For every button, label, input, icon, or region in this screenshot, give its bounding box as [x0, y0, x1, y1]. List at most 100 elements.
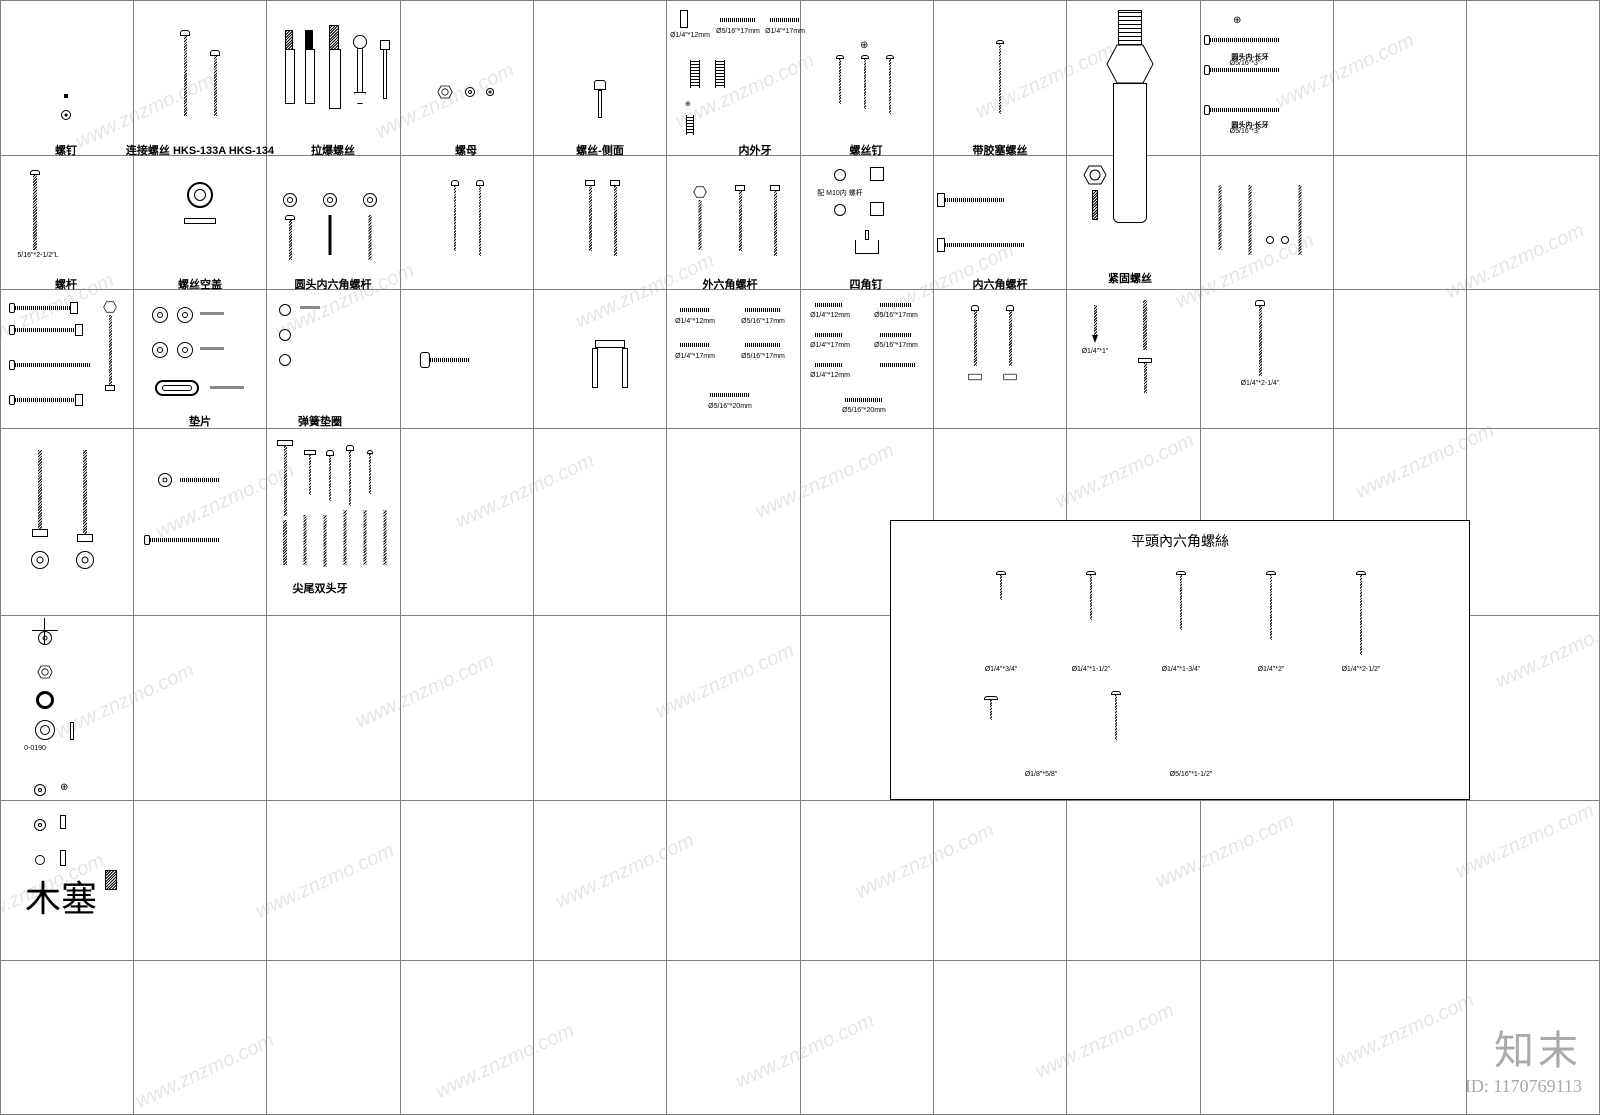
dim-label: Ø1/4"*2-1/4" — [1241, 380, 1280, 387]
washer-side-icon — [210, 386, 244, 389]
thread-h-icon — [815, 303, 843, 307]
washer-icon — [36, 691, 54, 709]
dim-label: Ø1/4"*12mm — [670, 32, 710, 39]
screw-icon — [451, 180, 459, 251]
cell-label: 尖尾双头牙 — [293, 580, 348, 596]
screw-icon — [971, 305, 979, 366]
screw-icon — [277, 440, 293, 516]
screw-icon — [1138, 358, 1152, 393]
hex-icon — [103, 300, 117, 312]
screw-icon — [1219, 185, 1222, 250]
hexbolt-icon — [610, 180, 620, 256]
washer-icon — [152, 342, 168, 358]
screw-icon — [984, 696, 998, 720]
screw-h-icon — [1210, 38, 1280, 42]
watermark: www.znzmo.com — [352, 649, 498, 733]
cross-icon: ⊕ — [1233, 15, 1241, 26]
gridline-v — [133, 0, 134, 1115]
screw-icon — [1299, 185, 1302, 255]
dim-label: Ø1/4"*17mm — [810, 342, 850, 349]
cell-label: 螺母 — [455, 142, 477, 158]
screw-icon — [1143, 300, 1147, 350]
washer-side-icon — [200, 347, 224, 350]
square-nail-icon — [870, 167, 884, 181]
dim-label: Ø1/4"*17mm — [765, 28, 805, 35]
slot-washer-icon — [155, 380, 199, 396]
spring-washer-icon — [279, 354, 291, 366]
screw-icon — [836, 55, 844, 104]
dim-label: Ø1/8"*5/8" — [1025, 771, 1058, 778]
thread-h-icon — [680, 308, 710, 312]
dim-label: Ø5/16"*17mm — [741, 318, 785, 325]
watermark: www.znzmo.com — [1492, 609, 1600, 693]
t-nail-icon — [855, 240, 879, 254]
dim-label: Ø1/4"*12mm — [810, 312, 850, 319]
bolt-icon — [32, 450, 48, 537]
screw-icon — [283, 520, 287, 565]
screw-icon — [770, 185, 780, 256]
screw-icon — [324, 515, 327, 567]
screw-icon — [210, 50, 220, 116]
screw-icon — [1092, 305, 1098, 343]
panel-title: 平頭內六角螺絲 — [891, 531, 1469, 551]
washer-icon — [1281, 236, 1289, 244]
washer-icon — [177, 307, 193, 323]
dim-label: Ø1/4"*2" — [1258, 666, 1285, 673]
watermark: www.znzmo.com — [272, 259, 418, 343]
washer-icon — [31, 551, 49, 569]
watermark: www.znzmo.com — [1052, 429, 1198, 513]
thread-h-icon — [845, 398, 883, 402]
hexbolt-h-icon — [945, 243, 1025, 247]
bolt-h-icon — [430, 358, 470, 362]
screw-icon — [1006, 305, 1014, 366]
dim-label: Ø5/16"*3" — [1230, 128, 1261, 135]
thread-h-icon — [815, 363, 843, 367]
cross-icon: ⊕ — [860, 40, 868, 51]
anchor-bolt-icon — [380, 40, 390, 99]
bolt-h-icon — [15, 363, 90, 367]
section-title: 木塞 — [25, 870, 97, 922]
thread-h-icon — [710, 393, 750, 397]
cell-label: 垫片 — [189, 413, 211, 429]
cap-icon — [187, 182, 213, 208]
crosshair — [32, 630, 58, 631]
id-text: ID: 1170769113 — [1465, 1076, 1582, 1097]
dim-label: Ø5/16"*17mm — [716, 28, 760, 35]
screw-icon — [476, 180, 484, 256]
screw-icon — [329, 215, 332, 255]
thread-h-icon — [880, 363, 915, 367]
watermark: www.znzmo.com — [732, 1009, 878, 1093]
nut-icon — [437, 85, 453, 99]
gridline-v — [800, 0, 801, 1115]
screw-icon — [30, 170, 40, 250]
nut-icon — [465, 87, 475, 97]
screw-h-icon — [1210, 108, 1280, 112]
spring-icon — [690, 60, 700, 88]
dim-label: Ø1/4"*17mm — [675, 353, 715, 360]
watermark: www.znzmo.com — [372, 59, 518, 143]
screw-icon — [996, 40, 1004, 114]
thread-icon — [720, 18, 755, 22]
thread-h-icon — [680, 343, 710, 347]
screw-icon — [364, 510, 367, 565]
thread-h-icon — [745, 308, 780, 312]
thread-icon — [770, 18, 800, 22]
gridline-v — [666, 0, 667, 1115]
wsh — [300, 306, 320, 309]
screw-icon — [346, 445, 354, 506]
hex-icon — [1003, 368, 1017, 376]
washer-icon — [76, 551, 94, 569]
dim-label: Ø1/4"*12mm — [675, 318, 715, 325]
watermark: www.znzmo.com — [1352, 419, 1498, 503]
watermark: www.znzmo.com — [152, 459, 298, 543]
anchor-bolt-icon — [285, 30, 295, 104]
tiny-text: ⊕ — [685, 100, 691, 108]
screw-icon — [180, 30, 190, 116]
watermark: www.znzmo.com — [72, 69, 218, 153]
cell-label: 拉爆螺丝 — [311, 142, 355, 158]
hex-icon — [37, 665, 53, 679]
cell-label: 螺杆 — [55, 276, 77, 292]
corner-brand: 知末 ID: 1170769113 — [1465, 1018, 1582, 1097]
dim-label: 5/16"*2-1/2"L — [17, 252, 58, 259]
big-anchor-icon — [1105, 10, 1155, 223]
